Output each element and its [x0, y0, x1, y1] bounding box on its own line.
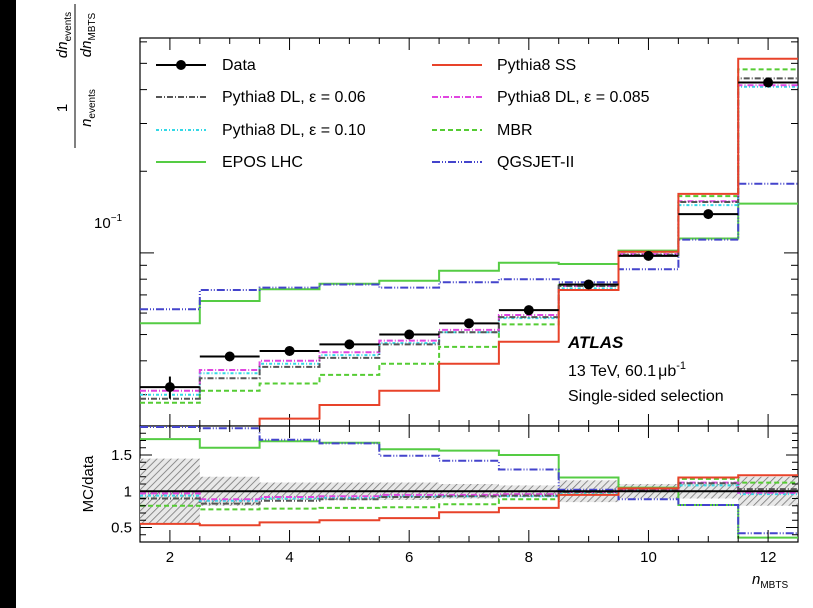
legend-entry-pythia8-dl-0-10: Pythia8 DL, ε = 0.10	[156, 122, 366, 139]
ratio-series-mbr	[140, 477, 798, 511]
main-plot-frame	[139, 37, 799, 427]
legend-label: Pythia8 SS	[497, 57, 576, 74]
legend-entry-qgsjet-ii: QGSJET-II	[432, 154, 574, 171]
xtick-label: 4	[285, 549, 293, 566]
series-pythia8-ss	[140, 57, 798, 460]
ratio-ticks: 0.5 1 1.5 2 4 6 8 10 12	[111, 426, 798, 566]
legend-label: QGSJET-II	[497, 154, 574, 171]
data-point	[523, 305, 534, 316]
data-point	[464, 318, 474, 329]
xtick-label: 2	[166, 549, 174, 566]
legend-marker	[176, 60, 186, 70]
legend-entry-pythia8-ss: Pythia8 SS	[432, 57, 576, 74]
legend-entry-pythia8-dl-0-085: Pythia8 DL, ε = 0.085	[432, 89, 650, 106]
legend: Data Pythia8 SS Pythia8 DL, ε = 0.06 Pythia…	[156, 57, 650, 171]
data-point	[763, 77, 774, 88]
ylabel-one: 1	[54, 104, 71, 112]
ratio-panel: 0.5 1 1.5 2 4 6 8 10 12 MC/data nMBTS	[80, 425, 799, 591]
legend-entry-epos-lhc: EPOS LHC	[156, 154, 303, 171]
ratio-ytick-label: 1.5	[111, 447, 132, 464]
xtick-label: 6	[405, 549, 413, 566]
energy-label: 13 TeV, 60.1 μb-1	[568, 360, 686, 380]
data-point	[703, 209, 714, 220]
legend-label: Pythia8 DL, ε = 0.085	[497, 89, 650, 106]
x-axis-label: nMBTS	[752, 571, 788, 591]
ylabel-dn-events: dnevents	[54, 12, 74, 58]
xtick-label: 8	[525, 549, 533, 566]
data-point	[224, 351, 235, 362]
legend-label: Data	[222, 57, 256, 74]
atlas-title: ATLAS	[567, 333, 624, 352]
xtick-label: 12	[760, 549, 777, 566]
ylabel-n-events: nevents	[78, 89, 98, 127]
legend-label: EPOS LHC	[222, 154, 303, 171]
ylabel-dn-mbts: dnMBTS	[78, 12, 98, 57]
ratio-series-epos-lhc	[140, 438, 798, 539]
series-mbr	[140, 68, 798, 404]
ratio-y-axis-label: MC/data	[80, 455, 97, 512]
atlas-label: ATLAS 13 TeV, 60.1 μb-1 Single-sided sele…	[567, 333, 724, 405]
ratio-series-pythia8-dl-0-06	[140, 482, 798, 505]
legend-entry-pythia8-dl-0-06: Pythia8 DL, ε = 0.06	[156, 89, 366, 106]
data-point	[284, 345, 295, 356]
legend-label: Pythia8 DL, ε = 0.10	[222, 122, 366, 139]
legend-label: Pythia8 DL, ε = 0.06	[222, 89, 366, 106]
main-panel: Data Pythia8 SS Pythia8 DL, ε = 0.06 Pythia…	[54, 4, 799, 460]
legend-entry-mbr: MBR	[432, 122, 533, 139]
main-y-axis-label: 1 nevents dnevents dnMBTS	[54, 4, 98, 148]
xtick-label: 10	[640, 549, 657, 566]
ratio-ytick-label: 0.5	[111, 520, 132, 537]
ytick-label-0.1: 10−1	[94, 213, 123, 232]
data-point	[583, 279, 594, 290]
ratio-series-pythia8-ss	[140, 474, 798, 527]
data-point	[643, 250, 654, 261]
data-point	[344, 339, 355, 350]
ratio-series	[140, 426, 798, 539]
selection-label: Single-sided selection	[568, 388, 724, 405]
ratio-ytick-label: 1	[124, 483, 132, 500]
series-pythia8-dl-0-10	[140, 85, 798, 396]
ratio-series-qgsjet-ii	[140, 426, 798, 535]
data-point	[164, 382, 175, 393]
legend-entry-data: Data	[156, 57, 256, 74]
main-series	[140, 57, 798, 460]
legend-label: MBR	[497, 122, 533, 139]
data-point	[404, 329, 415, 340]
